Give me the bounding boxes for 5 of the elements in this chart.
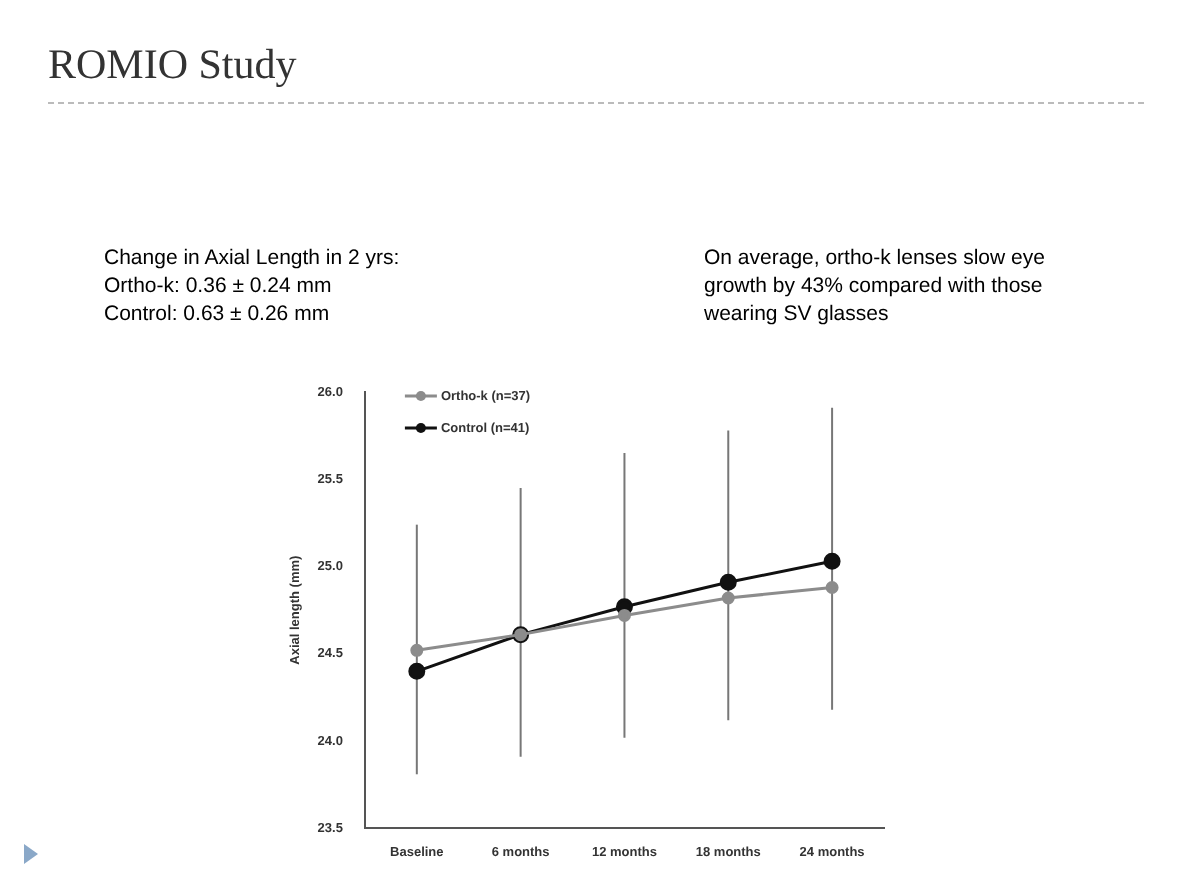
text: On average, ortho-k lenses slow eye growth by 43% compared with those wearing SV glasses [704, 244, 1047, 328]
text: Control: 0.63 ± 0.26 mm [104, 300, 332, 328]
text: Change in Axial Length in 2 yrs: [104, 244, 400, 272]
chart-title: ROMIO Study [48, 40, 1144, 104]
text: Ortho-k: 0.36 ± 0.24 mm [104, 272, 334, 300]
